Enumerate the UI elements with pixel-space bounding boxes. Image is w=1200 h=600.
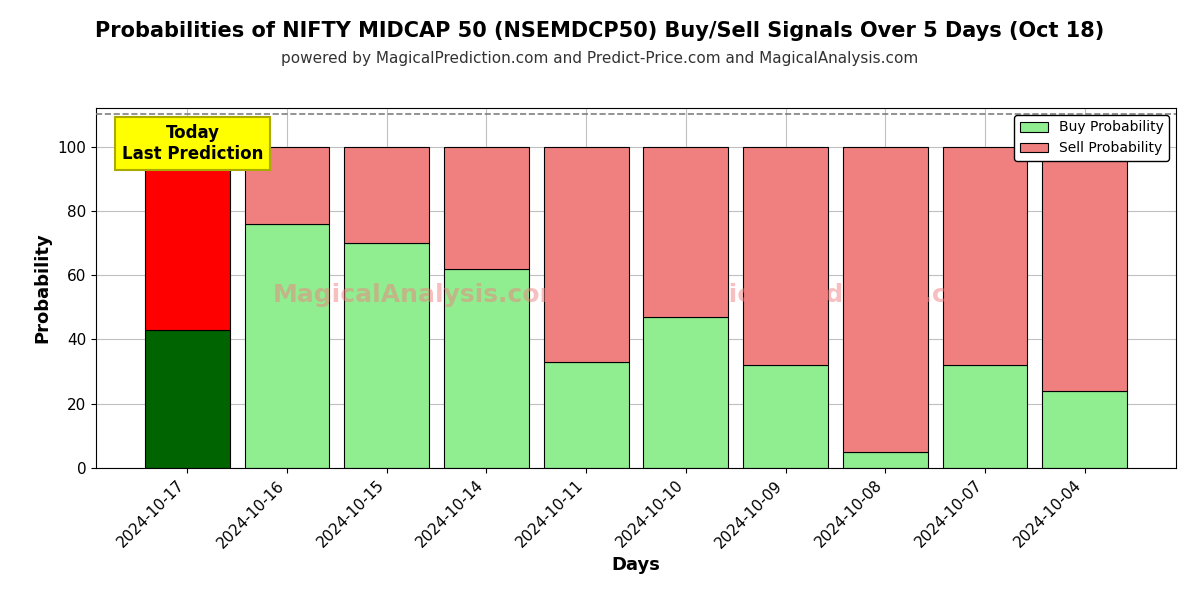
Bar [344, 243, 430, 468]
Bar [544, 362, 629, 468]
Text: MagicalAnalysis.com: MagicalAnalysis.com [274, 283, 566, 307]
Bar [842, 146, 928, 452]
Bar [643, 317, 728, 468]
Bar [145, 146, 230, 330]
Bar [643, 146, 728, 317]
Text: MagicalPrediction.com: MagicalPrediction.com [670, 283, 991, 307]
Bar [444, 269, 529, 468]
Bar [444, 146, 529, 269]
Text: Probabilities of NIFTY MIDCAP 50 (NSEMDCP50) Buy/Sell Signals Over 5 Days (Oct 1: Probabilities of NIFTY MIDCAP 50 (NSEMDC… [95, 21, 1105, 41]
Bar [942, 146, 1027, 365]
Bar [743, 365, 828, 468]
Bar [942, 365, 1027, 468]
Text: Today
Last Prediction: Today Last Prediction [121, 124, 263, 163]
Bar [245, 224, 330, 468]
Bar [145, 330, 230, 468]
Bar [842, 452, 928, 468]
Text: powered by MagicalPrediction.com and Predict-Price.com and MagicalAnalysis.com: powered by MagicalPrediction.com and Pre… [281, 51, 919, 66]
Bar [1042, 391, 1127, 468]
Bar [1042, 146, 1127, 391]
Bar [743, 146, 828, 365]
Legend: Buy Probability, Sell Probability: Buy Probability, Sell Probability [1014, 115, 1169, 161]
Y-axis label: Probability: Probability [34, 233, 52, 343]
Bar [544, 146, 629, 362]
Bar [245, 146, 330, 224]
Bar [344, 146, 430, 243]
X-axis label: Days: Days [612, 556, 660, 574]
